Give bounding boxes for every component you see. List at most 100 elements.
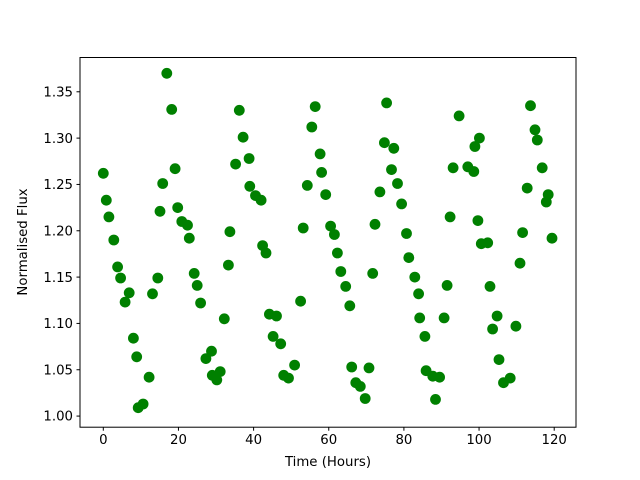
data-point [332,247,343,259]
data-point [329,229,340,240]
data-point [484,281,496,292]
data-point [514,257,526,269]
x-tick-label: 60 [320,433,337,448]
data-point [166,104,178,115]
data-point [413,288,424,300]
data-point [482,237,494,249]
data-point [335,266,347,277]
data-point [396,198,407,210]
data-point [161,67,173,79]
data-point [100,194,112,206]
data-point [244,180,256,192]
y-axis-label: Normalised Flux [16,188,31,295]
data-point [297,222,309,234]
y-tick-label: 1.35 [43,85,73,100]
data-point [359,393,371,404]
data-points [97,67,558,414]
data-point [419,331,431,342]
data-point [152,272,164,284]
data-point [237,131,249,143]
data-point [546,232,558,244]
data-point [182,219,193,231]
y-tick-label: 1.20 [43,224,73,239]
data-point [354,381,366,392]
data-point [243,153,255,164]
data-point [218,313,230,325]
y-tick-label: 1.30 [43,132,73,147]
data-point [309,101,321,112]
data-point [295,295,306,307]
data-point [147,288,158,300]
data-point [200,353,212,364]
x-axis-label: Time (Hours) [284,455,371,470]
data-point [401,228,412,239]
data-point [224,226,236,238]
data-point [275,338,287,350]
data-point [469,141,481,152]
y-tick-label: 1.25 [43,178,73,193]
data-point [510,320,522,332]
plot-frame [79,57,577,428]
data-point [316,167,327,178]
data-point [414,312,426,324]
data-point [301,180,313,191]
data-point [434,371,445,383]
data-point [108,234,120,246]
data-point [344,300,356,312]
y-tick-label: 1.10 [43,317,73,332]
data-point [529,124,541,136]
data-point [504,372,516,384]
data-point [206,345,217,357]
data-point [367,268,379,279]
data-point [441,280,453,291]
data-point [430,394,441,405]
data-point [255,194,267,206]
data-point [493,354,505,365]
data-point [521,182,533,194]
data-point [183,232,195,244]
data-point [374,186,386,198]
x-tick-label: 120 [542,433,567,448]
data-point [491,310,503,322]
data-point [314,148,326,160]
data-point [123,287,135,299]
data-point [386,164,397,176]
data-point [325,220,336,232]
data-point [127,332,139,344]
data-point [474,132,485,144]
data-point [211,374,223,386]
x-tick-label: 0 [99,433,107,448]
data-point [143,371,155,383]
data-point [487,323,498,335]
data-point [340,281,352,292]
x-tick-label: 80 [395,433,412,448]
data-point [112,261,123,273]
x-tick-label: 100 [466,433,491,448]
data-point [381,97,392,109]
data-point [233,104,245,116]
data-point [131,351,143,363]
data-point [191,280,203,291]
data-point [157,178,169,189]
y-tick-label: 1.15 [43,271,73,286]
data-point [119,296,131,308]
data-point [188,268,200,279]
data-point [379,137,390,149]
data-point [115,272,126,284]
data-point [517,227,528,239]
data-point [346,361,358,373]
data-point [195,297,207,309]
x-tick-label: 40 [245,433,262,448]
axes-spines [79,57,577,428]
x-tick-label: 20 [170,433,187,448]
data-point [306,121,318,133]
data-point [468,166,480,177]
data-point [214,366,226,377]
data-point [447,162,459,174]
data-point [531,134,543,146]
data-point [444,211,456,223]
data-point [472,215,484,227]
data-point [137,398,149,410]
